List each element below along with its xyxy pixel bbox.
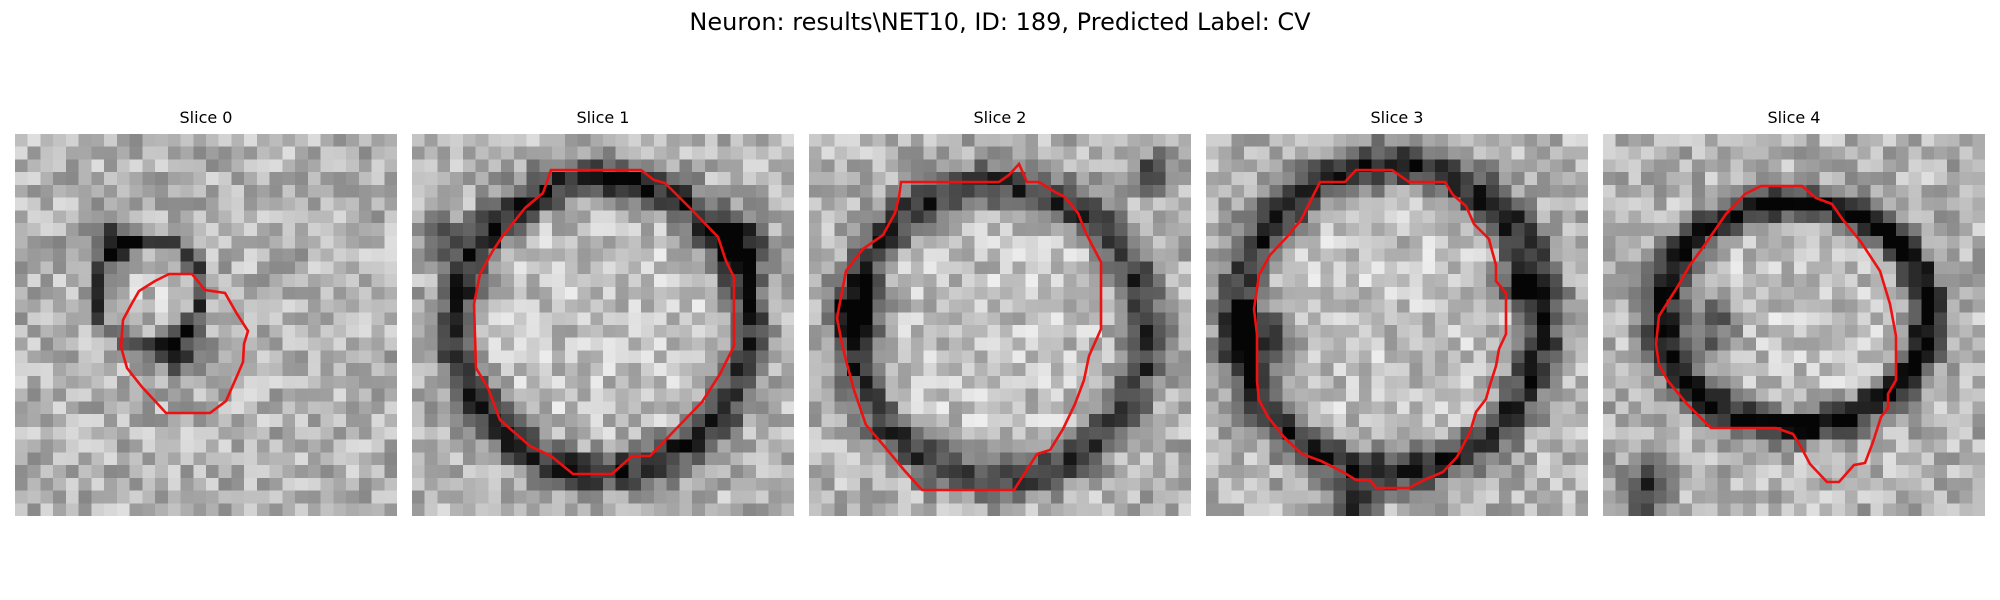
microscopy-image xyxy=(809,134,1191,516)
slice-title: Slice 2 xyxy=(973,108,1027,127)
roi-contour-2 xyxy=(835,161,1103,492)
slice-image-3 xyxy=(1206,134,1588,516)
roi-contour-4 xyxy=(1654,184,1898,484)
slice-image-4 xyxy=(1603,134,1985,516)
slice-title: Slice 3 xyxy=(1370,108,1424,127)
roi-contour-1 xyxy=(472,168,736,476)
microscopy-image xyxy=(1206,134,1588,516)
roi-contour-line xyxy=(119,272,250,415)
slice-image-2 xyxy=(809,134,1191,516)
roi-contour-line xyxy=(472,168,736,476)
microscopy-image xyxy=(15,134,397,516)
roi-contour-line xyxy=(835,161,1103,492)
slice-title: Slice 0 xyxy=(179,108,233,127)
roi-contour-line xyxy=(1252,168,1508,490)
slice-image-1 xyxy=(412,134,794,516)
roi-contour-line xyxy=(1654,184,1898,484)
slice-title: Slice 4 xyxy=(1767,108,1821,127)
microscopy-image xyxy=(1603,134,1985,516)
roi-contour-3 xyxy=(1252,168,1508,490)
slice-title: Slice 1 xyxy=(576,108,630,127)
roi-contour-0 xyxy=(119,272,250,415)
figure-title: Neuron: results\NET10, ID: 189, Predicte… xyxy=(689,8,1311,36)
slice-image-0 xyxy=(15,134,397,516)
